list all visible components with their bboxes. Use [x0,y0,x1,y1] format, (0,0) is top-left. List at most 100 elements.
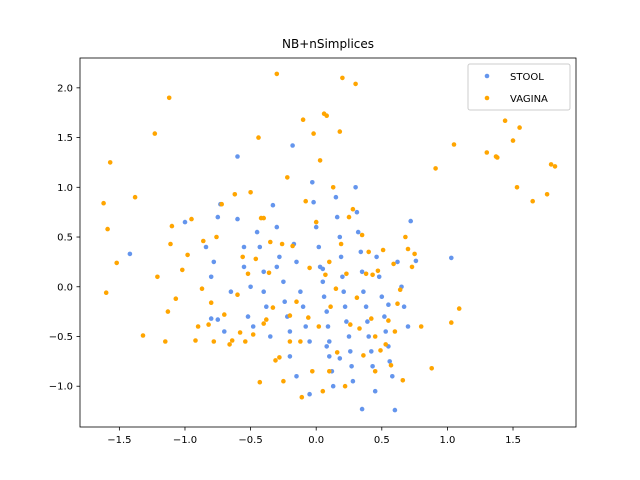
point-vagina-74 [334,350,340,355]
point-vagina-16 [185,252,190,258]
point-vagina-81 [348,322,353,327]
point-vagina-34 [245,271,251,277]
point-stool-60 [349,364,354,369]
point-vagina-51 [285,175,290,180]
point-stool-46 [327,339,332,344]
x-tick-label-4: 0.5 [374,435,390,446]
point-stool-61 [350,378,356,384]
point-vagina-118 [514,185,520,190]
point-stool-12 [241,244,247,250]
point-stool-80 [387,359,393,364]
point-stool-23 [270,202,276,208]
x-tick-label-6: 1.5 [505,435,521,446]
point-vagina-69 [324,113,330,118]
y-tick-label-5: 1.5 [57,133,73,144]
point-vagina-3 [107,160,113,165]
point-vagina-9 [163,339,168,344]
point-vagina-94 [378,348,383,353]
point-stool-66 [359,269,365,275]
point-stool-58 [346,334,352,339]
point-vagina-38 [256,135,261,140]
point-vagina-4 [114,260,119,266]
y-tick-label-0: −1.0 [49,382,73,393]
point-stool-18 [257,244,263,250]
point-vagina-109 [433,166,438,171]
point-stool-97 [386,302,391,308]
point-stool-59 [348,349,353,354]
point-vagina-96 [383,342,389,347]
point-stool-21 [264,304,269,310]
point-stool-45 [325,324,331,329]
point-stool-9 [222,329,227,334]
point-stool-88 [413,258,419,264]
point-vagina-21 [206,322,211,327]
point-stool-77 [382,314,387,319]
point-stool-56 [342,304,348,310]
point-stool-50 [333,194,339,200]
point-vagina-31 [237,330,243,335]
point-vagina-25 [219,201,224,207]
point-vagina-28 [229,338,235,343]
point-stool-5 [215,214,221,220]
point-stool-43 [321,294,327,300]
point-vagina-23 [211,339,217,344]
point-vagina-18 [193,338,198,343]
y-tick-label-4: 1.0 [57,183,73,194]
point-vagina-106 [412,251,417,257]
point-vagina-128 [372,334,378,339]
point-vagina-70 [327,369,332,374]
point-vagina-99 [391,261,396,267]
point-vagina-63 [313,219,319,225]
legend-marker-stool [484,73,490,79]
point-vagina-129 [287,339,293,344]
point-stool-17 [254,229,260,235]
legend-label-vagina: VAGINA [510,94,548,105]
point-stool-4 [211,259,217,265]
x-tick-label-3: 0.0 [308,435,324,446]
point-stool-82 [392,407,398,413]
point-stool-93 [307,391,312,397]
point-stool-76 [379,294,385,300]
point-vagina-82 [350,206,356,212]
point-stool-8 [215,317,221,322]
point-stool-70 [366,334,372,339]
point-vagina-39 [257,379,263,385]
point-stool-72 [370,364,375,369]
point-vagina-97 [386,318,391,323]
point-vagina-101 [397,287,403,293]
point-vagina-37 [253,256,259,262]
point-vagina-75 [337,129,343,134]
x-tick-label-2: −0.5 [238,435,262,446]
point-vagina-27 [227,342,232,347]
point-vagina-2 [105,226,110,232]
point-stool-96 [274,264,280,270]
point-vagina-73 [333,286,339,292]
point-stool-10 [235,154,240,159]
point-vagina-103 [403,234,408,240]
point-stool-68 [363,304,369,310]
point-stool-85 [401,304,407,310]
point-stool-71 [369,349,374,354]
point-stool-64 [355,229,361,235]
point-vagina-112 [456,306,462,311]
point-vagina-41 [261,215,267,221]
point-vagina-52 [287,313,293,318]
point-stool-57 [344,319,349,324]
point-stool-2 [203,244,209,250]
point-vagina-78 [342,383,348,389]
point-vagina-121 [544,192,550,197]
point-stool-29 [287,329,293,334]
point-stool-89 [449,255,454,261]
point-vagina-84 [354,295,360,301]
point-stool-95 [337,356,343,361]
y-tick-label-1: −0.5 [49,332,73,343]
point-vagina-62 [311,131,316,136]
legend-box [467,63,571,111]
point-vagina-26 [222,312,227,317]
point-vagina-65 [317,158,323,163]
point-vagina-54 [294,299,299,305]
point-stool-53 [338,254,344,260]
point-vagina-29 [232,192,238,197]
point-vagina-59 [306,315,311,320]
point-stool-34 [300,304,306,310]
